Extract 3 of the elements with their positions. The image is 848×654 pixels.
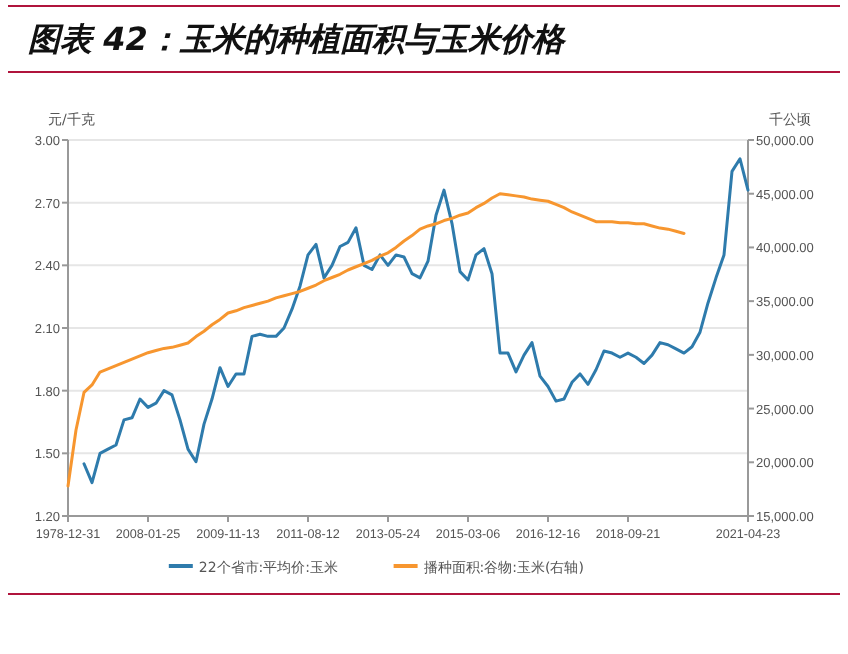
line-series xyxy=(82,157,750,485)
chart-title: 图表 42：玉米的种植面积与玉米价格 xyxy=(28,20,568,58)
line-series xyxy=(66,192,686,488)
